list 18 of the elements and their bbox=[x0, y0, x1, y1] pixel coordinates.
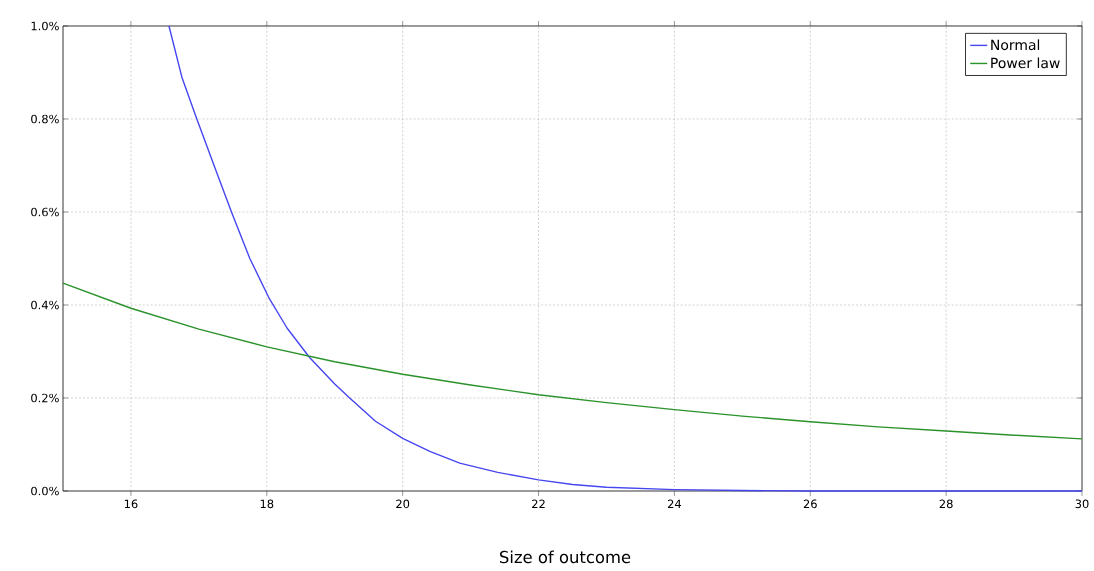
x-axis-title: Size of outcome bbox=[499, 550, 631, 564]
x-tick-label: 22 bbox=[532, 499, 545, 508]
x-tick-label: 16 bbox=[124, 499, 138, 509]
x-tick-label: 30 bbox=[1075, 499, 1089, 509]
x-tick-label: 28 bbox=[939, 499, 953, 509]
x-tick-label: 26 bbox=[803, 499, 817, 509]
legend-label: Power law bbox=[991, 57, 1060, 69]
y-tick-label: 0.6% bbox=[31, 207, 59, 217]
y-tick-label: 0.2% bbox=[31, 393, 59, 403]
y-tick-label: 0.4% bbox=[31, 300, 59, 310]
y-tick-label: 0.8% bbox=[31, 114, 59, 124]
y-tick-label: 0.0% bbox=[31, 486, 59, 496]
y-tick-label: 1.0% bbox=[31, 21, 59, 31]
x-tick-label: 24 bbox=[667, 499, 682, 508]
x-tick-label: 18 bbox=[260, 499, 274, 509]
x-tick-label: 20 bbox=[396, 499, 410, 509]
legend-label: Normal bbox=[991, 39, 1040, 51]
line-series bbox=[62, 282, 1083, 440]
